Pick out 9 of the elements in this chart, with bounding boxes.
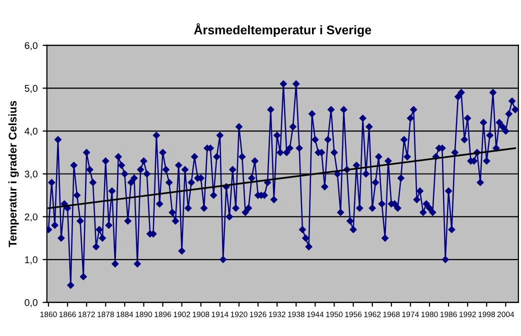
y-tick-label: 2,0 (24, 213, 38, 222)
y-axis-title: Temperatur i grader Celsius (8, 100, 19, 248)
y-tick-label: 5,0 (24, 84, 38, 93)
y-tick-label: 0,0 (24, 299, 38, 308)
y-tick-label: 4,0 (24, 128, 38, 136)
y-tick-label: 3,0 (24, 170, 38, 179)
chart-title: Årsmedeltemperatur i Sverige (194, 23, 372, 37)
y-tick-label: 1,0 (25, 256, 38, 264)
y-tick-label: 6,0 (24, 42, 38, 50)
